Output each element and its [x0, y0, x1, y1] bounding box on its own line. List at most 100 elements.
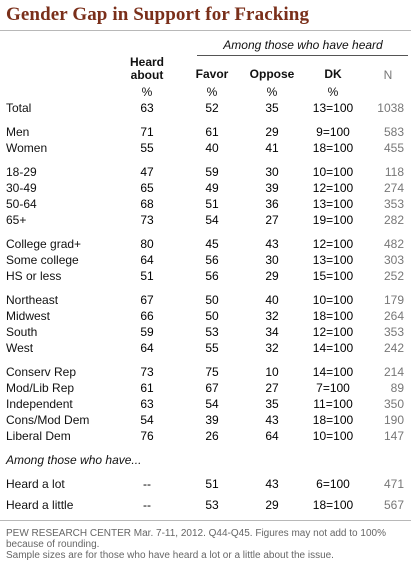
cell-favor: 39 — [205, 413, 219, 427]
cell-n: 89 — [390, 381, 404, 395]
table-row: Men 71 61 29 9=100 583 — [0, 125, 411, 141]
cell-dk: 6=100 — [316, 477, 350, 491]
cell-dk: 14=100 — [312, 365, 354, 379]
footer-note: PEW RESEARCH CENTER Mar. 7-11, 2012. Q44… — [6, 528, 408, 561]
table-row: Women 55 40 41 18=100 455 — [0, 141, 411, 157]
cell-heard: 73 — [140, 213, 154, 227]
cell-heard: 76 — [140, 429, 154, 443]
row-label: Midwest — [6, 309, 51, 323]
cell-dk: 9=100 — [316, 125, 350, 139]
table-row: Northeast 67 50 40 10=100 179 — [0, 293, 411, 309]
table-row: Heard a lot -- 51 43 6=100 471 — [0, 477, 411, 493]
cell-dk: 15=100 — [312, 269, 354, 283]
cell-heard: 68 — [140, 197, 154, 211]
cell-heard: 64 — [140, 253, 154, 267]
cell-n: 214 — [383, 365, 404, 379]
cell-oppose: 30 — [265, 165, 279, 179]
percent-sign-favor: % — [206, 85, 218, 99]
cell-favor: 53 — [205, 498, 219, 512]
title-rule — [0, 30, 411, 31]
cell-oppose: 29 — [265, 269, 279, 283]
cell-heard: 67 — [140, 293, 154, 307]
cell-heard: 65 — [140, 181, 154, 195]
table-row: 30-49 65 49 39 12=100 274 — [0, 181, 411, 197]
cell-oppose: 43 — [265, 413, 279, 427]
cell-oppose: 43 — [265, 477, 279, 491]
cell-heard: 51 — [140, 269, 154, 283]
row-label: Liberal Dem — [6, 429, 71, 443]
cell-heard: 66 — [140, 309, 154, 323]
cell-favor: 55 — [205, 341, 219, 355]
table-row: Some college 64 56 30 13=100 303 — [0, 253, 411, 269]
column-header-favor: Favor — [195, 67, 229, 81]
cell-dk: 10=100 — [312, 165, 354, 179]
cell-n: 190 — [383, 413, 404, 427]
table-row: 65+ 73 54 27 19=100 282 — [0, 213, 411, 229]
cell-dk: 14=100 — [312, 341, 354, 355]
cell-favor: 40 — [205, 141, 219, 155]
cell-n: 471 — [383, 477, 404, 491]
row-label: Cons/Mod Dem — [6, 413, 90, 427]
row-label: Women — [6, 141, 48, 155]
cell-favor: 49 — [205, 181, 219, 195]
cell-heard: 47 — [140, 165, 154, 179]
row-label: HS or less — [6, 269, 62, 283]
cell-dk: 10=100 — [312, 429, 354, 443]
row-label: Independent — [6, 397, 73, 411]
row-label: Heard a lot — [6, 477, 65, 491]
percent-sign-oppose: % — [266, 85, 278, 99]
cell-heard: 73 — [140, 365, 154, 379]
row-label: 30-49 — [6, 181, 37, 195]
cell-favor: 75 — [205, 365, 219, 379]
cell-n: 274 — [383, 181, 404, 195]
section-label: Among those who have... — [6, 453, 142, 467]
cell-oppose: 29 — [265, 498, 279, 512]
cell-n: 118 — [384, 165, 404, 179]
cell-dk: 18=100 — [312, 413, 354, 427]
column-header-n: N — [383, 68, 393, 82]
percent-sign-heard: % — [141, 85, 153, 99]
cell-heard: 61 — [140, 381, 154, 395]
cell-oppose: 34 — [265, 325, 279, 339]
cell-dk: 13=100 — [312, 253, 354, 267]
cell-oppose: 43 — [265, 237, 279, 251]
cell-dk: 13=100 — [312, 197, 354, 211]
cell-favor: 61 — [205, 125, 219, 139]
row-label: 65+ — [6, 213, 27, 227]
cell-oppose: 10 — [265, 365, 279, 379]
table-row: HS or less 51 56 29 15=100 252 — [0, 269, 411, 285]
cell-favor: 53 — [205, 325, 219, 339]
cell-dk: 19=100 — [312, 213, 354, 227]
cell-favor: 54 — [205, 397, 219, 411]
cell-oppose: 32 — [265, 309, 279, 323]
cell-n: 264 — [383, 309, 404, 323]
cell-dk: 18=100 — [312, 141, 354, 155]
cell-favor: 50 — [205, 309, 219, 323]
cell-heard: -- — [143, 498, 151, 512]
table-row: Liberal Dem 76 26 64 10=100 147 — [0, 429, 411, 445]
cell-dk: 12=100 — [312, 237, 354, 251]
cell-dk: 12=100 — [312, 181, 354, 195]
cell-n: 147 — [383, 429, 404, 443]
footer-rounding: because of rounding. — [6, 539, 100, 550]
cell-n: 350 — [383, 397, 404, 411]
cell-favor: 51 — [205, 477, 219, 491]
table-row: 18-29 47 59 30 10=100 118 — [0, 165, 411, 181]
row-label: West — [6, 341, 34, 355]
column-group-header: Among those who have heard — [223, 38, 383, 52]
cell-dk: 11=100 — [313, 397, 353, 411]
row-label: Men — [6, 125, 30, 139]
cell-oppose: 35 — [265, 397, 279, 411]
row-label: Some college — [6, 253, 79, 267]
cell-n: 567 — [383, 498, 404, 512]
cell-heard: 59 — [140, 325, 154, 339]
cell-oppose: 32 — [265, 341, 279, 355]
cell-heard: 64 — [140, 341, 154, 355]
cell-n: 179 — [383, 293, 404, 307]
cell-favor: 50 — [205, 293, 219, 307]
cell-favor: 56 — [205, 253, 219, 267]
column-header-dk: DK — [324, 67, 342, 81]
column-header-oppose: Oppose — [249, 67, 295, 81]
cell-oppose: 41 — [265, 141, 279, 155]
cell-favor: 51 — [205, 197, 219, 211]
